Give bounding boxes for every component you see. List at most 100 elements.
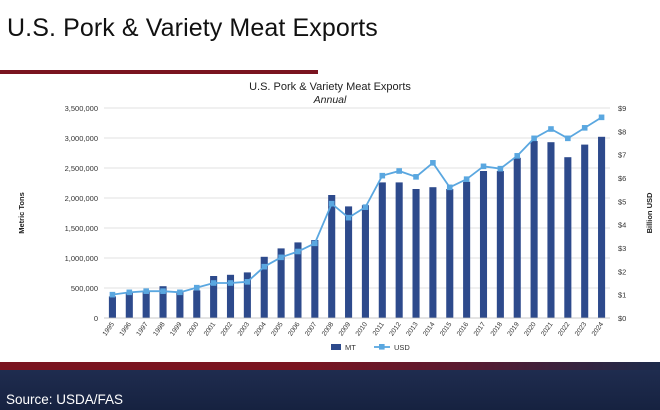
x-tick-label: 2009 (338, 321, 353, 338)
x-tick-label: 2006 (287, 321, 302, 338)
chart-subtitle: Annual (313, 94, 347, 106)
bar-mt (581, 144, 589, 318)
point-usd (345, 214, 352, 221)
bar-mt (598, 136, 606, 318)
y2-axis-label: Billion USD (645, 192, 654, 233)
bar-mt (345, 206, 353, 318)
chart-svg: 0 500,000 1,000,000 1,500,000 2,000,000 2,500… (17, 104, 654, 352)
bar-mt (361, 205, 369, 318)
x-tick-label: 2011 (372, 321, 386, 337)
point-usd (143, 288, 149, 294)
point-usd (598, 114, 605, 121)
x-tick-label: 2017 (473, 321, 488, 338)
x-tick-label: 1998 (152, 321, 167, 338)
footer-stripe (0, 362, 660, 370)
source-note: Source: USDA/FAS (6, 392, 124, 407)
x-tick-label: 2001 (203, 321, 218, 338)
bar-mt (446, 189, 454, 318)
point-usd (531, 135, 537, 142)
point-usd (210, 280, 217, 286)
y2-tick-label: $5 (618, 197, 626, 206)
point-usd (565, 135, 571, 142)
legend-label-mt: MT (345, 343, 356, 352)
point-usd (109, 291, 116, 298)
bar-mt (142, 291, 150, 318)
point-usd (413, 174, 419, 180)
y2-tick-label: $1 (618, 291, 626, 300)
y-tick-label: 3,500,000 (65, 104, 98, 113)
point-usd (328, 200, 335, 207)
bar-mt (159, 286, 167, 318)
chart-title: U.S. Pork & Variety Meat Exports (249, 81, 411, 93)
point-usd (548, 126, 554, 132)
bar-mt (277, 248, 285, 318)
point-usd (396, 168, 402, 174)
point-usd (312, 240, 318, 247)
point-usd (244, 279, 251, 285)
point-usd (126, 289, 133, 296)
bar-mt (294, 242, 302, 318)
line-usd (112, 116, 603, 296)
y2-tick-label: $3 (618, 244, 626, 253)
y2-tick-label: $2 (618, 267, 626, 276)
x-tick-label: 1999 (169, 321, 184, 338)
point-usd (463, 176, 470, 182)
bar-mt (108, 296, 116, 318)
y-tick-label: 2,000,000 (65, 194, 98, 203)
y-tick-label: 0 (94, 314, 98, 323)
bar-mt (226, 274, 235, 318)
y2-tick-label: $4 (618, 221, 626, 230)
bar-mt (125, 292, 133, 318)
x-tick-label: 2023 (574, 321, 589, 338)
y2-tick-label: $8 (618, 127, 626, 136)
point-usd (480, 163, 487, 170)
x-tick-label: 2005 (270, 321, 285, 338)
x-tick-label: 2010 (355, 321, 370, 338)
y2-tick-label: $7 (618, 151, 626, 160)
y2-tick-label: $0 (618, 314, 626, 323)
bar-mt (429, 187, 437, 318)
point-usd (497, 165, 504, 172)
y-tick-label: 2,500,000 (65, 164, 98, 173)
x-tick-label: 2007 (304, 321, 319, 338)
point-usd (278, 254, 284, 261)
bar-mt (395, 182, 403, 318)
x-tick-label: 2020 (523, 321, 538, 338)
x-tick-label: 1997 (135, 321, 150, 338)
bar-mt (176, 291, 184, 318)
bar-mt (260, 256, 268, 318)
y2-tick-label: $6 (618, 174, 626, 183)
chart-area: 0 500,000 1,000,000 1,500,000 2,000,000 2,500… (0, 76, 660, 358)
x-tick-label: 2014 (422, 321, 437, 338)
y2-tick-label: $9 (618, 104, 626, 113)
point-usd (193, 284, 200, 291)
point-usd (379, 172, 386, 179)
x-tick-label: 2021 (540, 321, 555, 338)
bar-mt (328, 195, 336, 318)
x-tick-label: 2004 (253, 321, 268, 338)
x-tick-label: 2008 (321, 321, 336, 338)
bar-mt (530, 141, 538, 318)
bar-mt (243, 272, 251, 318)
x-tick-label: 2024 (591, 321, 606, 338)
y-tick-label: 500,000 (71, 284, 98, 293)
bar-mt (564, 157, 572, 318)
y-tick-label: 1,500,000 (65, 224, 98, 233)
bar-mt (412, 189, 420, 318)
bar-mt (378, 182, 386, 318)
point-usd (514, 153, 521, 159)
x-tick-label: 1995 (102, 321, 117, 338)
bar-mt (193, 290, 201, 318)
bar-mt (311, 240, 319, 318)
point-usd (362, 204, 369, 210)
x-tick-label: 2012 (388, 321, 403, 338)
point-usd (430, 160, 436, 166)
point-usd (160, 288, 166, 294)
legend-label-usd: USD (394, 343, 410, 352)
point-usd (581, 125, 588, 131)
x-tick-label: 2016 (456, 321, 471, 338)
y-tick-label: 1,000,000 (65, 254, 98, 263)
x-tick-label: 2018 (490, 321, 505, 338)
bar-mt (496, 171, 504, 318)
x-tick-label: 2015 (439, 321, 454, 338)
